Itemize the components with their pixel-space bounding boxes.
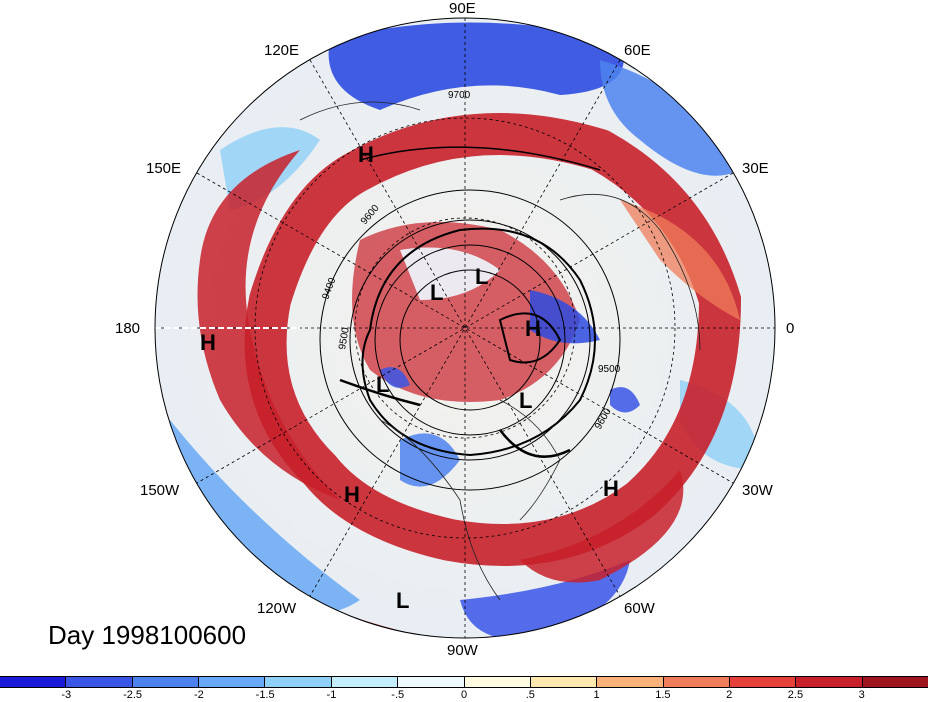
pressure-low-arctic-1: L (430, 280, 444, 305)
lon-label-180: 180 (115, 320, 141, 337)
colorbar-tick-label: 3 (858, 689, 865, 701)
colorbar-segment (132, 677, 200, 687)
map-border (154, 17, 776, 639)
colorbar-tick-label: -1 (326, 689, 337, 701)
colorbar-tick-label: -.5 (391, 689, 405, 701)
pressure-low-south-pacific: L (396, 588, 410, 613)
lon-label-120w: 120W (257, 600, 297, 617)
lon-label-90w: 90W (447, 642, 478, 659)
colorbar-segment (199, 677, 266, 687)
polar-map: 9700 9400 9500 9500 9600 9600 (154, 17, 776, 639)
pressure-high-east-siberia: H (358, 142, 374, 167)
colorbar-segment (729, 677, 797, 687)
colorbar-tick-label: 1 (593, 689, 600, 701)
pressure-high-east-pacific: H (344, 482, 360, 507)
colorbar-segment (331, 677, 399, 687)
pressure-low-north-atlantic: L (519, 388, 533, 413)
pressure-high-north-pacific: H (200, 330, 216, 355)
colorbar-segment (597, 677, 664, 687)
lon-label-0: 0 (786, 320, 795, 337)
colorbar-tick-label: -3 (61, 689, 72, 701)
lon-label-60w: 60W (624, 600, 655, 617)
colorbar-segment (663, 677, 730, 687)
colorbar-tick-label: 0 (460, 689, 468, 701)
colorbar (0, 676, 928, 688)
contour-label-9500-west: 9500 (337, 326, 352, 350)
colorbar-tick-label: 2 (726, 689, 733, 701)
colorbar-segment (530, 677, 598, 687)
lon-label-150e: 150E (146, 160, 182, 177)
colorbar-tick-label: -2 (193, 689, 204, 701)
pressure-high-eurasia: H (525, 316, 541, 341)
colorbar-tick-label: -2.5 (123, 689, 143, 701)
lon-label-150w: 150W (140, 482, 180, 499)
colorbar-segment (66, 677, 133, 687)
colorbar-tick-label: 1.5 (655, 689, 671, 701)
anomaly-field: 9700 9400 9500 9500 9600 9600 (155, 18, 775, 638)
colorbar-segment (265, 677, 332, 687)
contour-label-9500-east: 9500 (598, 364, 621, 375)
colorbar-tick-label: .5 (525, 689, 535, 701)
lon-label-30e: 30E (742, 160, 769, 177)
colorbar-segment (862, 677, 928, 687)
day-label: Day 1998100600 (48, 620, 247, 650)
colorbar-tick-label: 2.5 (787, 689, 804, 701)
pressure-low-arctic-2: L (475, 264, 489, 289)
lon-label-90e: 90E (449, 0, 476, 17)
colorbar-segment (398, 677, 465, 687)
pressure-high-north-atlantic: H (603, 476, 619, 501)
colorbar-segment (0, 677, 67, 687)
lon-label-120e: 120E (264, 42, 300, 59)
pressure-low-alaska: L (376, 372, 390, 397)
contour-label-9700: 9700 (448, 90, 471, 101)
colorbar-tick-label: -1.5 (255, 689, 275, 701)
lon-label-60e: 60E (624, 42, 651, 59)
colorbar-segment (796, 677, 863, 687)
colorbar-segment (464, 677, 531, 687)
lon-label-30w: 30W (742, 482, 773, 499)
